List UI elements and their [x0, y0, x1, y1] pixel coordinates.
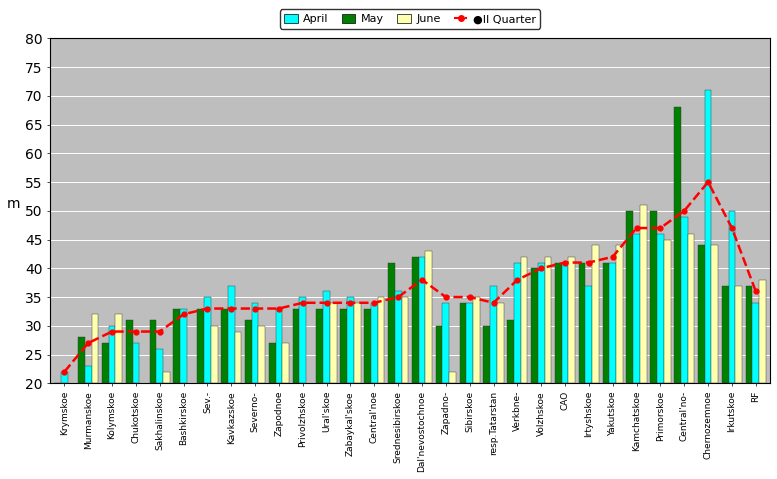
- Bar: [449, 372, 456, 383]
- Bar: [133, 343, 139, 383]
- Bar: [92, 314, 99, 383]
- Bar: [562, 262, 569, 383]
- Bar: [664, 240, 671, 383]
- Bar: [609, 262, 616, 383]
- Bar: [640, 205, 646, 383]
- Bar: [116, 314, 122, 383]
- Bar: [729, 211, 735, 383]
- Bar: [235, 331, 242, 383]
- Bar: [722, 285, 729, 383]
- Bar: [259, 326, 265, 383]
- Bar: [78, 337, 85, 383]
- Bar: [276, 308, 282, 383]
- Bar: [569, 257, 575, 383]
- Bar: [347, 297, 354, 383]
- Bar: [586, 285, 592, 383]
- Bar: [514, 262, 521, 383]
- Bar: [483, 326, 490, 383]
- Bar: [156, 349, 163, 383]
- Bar: [150, 320, 156, 383]
- Bar: [425, 251, 432, 383]
- Bar: [442, 303, 449, 383]
- Bar: [746, 285, 752, 383]
- Bar: [102, 343, 109, 383]
- Bar: [330, 303, 336, 383]
- Bar: [371, 303, 378, 383]
- Bar: [299, 297, 306, 383]
- Bar: [507, 320, 514, 383]
- Bar: [293, 308, 299, 383]
- Bar: [579, 262, 586, 383]
- Bar: [221, 308, 228, 383]
- Bar: [681, 217, 688, 383]
- Bar: [538, 262, 545, 383]
- Bar: [163, 372, 170, 383]
- Bar: [698, 245, 705, 383]
- Bar: [378, 297, 385, 383]
- Bar: [252, 303, 259, 383]
- Bar: [521, 257, 528, 383]
- Bar: [364, 308, 371, 383]
- Bar: [545, 257, 552, 383]
- Bar: [688, 234, 695, 383]
- Bar: [340, 308, 347, 383]
- Bar: [180, 308, 187, 383]
- Y-axis label: m: m: [7, 197, 20, 211]
- Bar: [473, 297, 479, 383]
- Bar: [705, 90, 712, 383]
- Bar: [61, 372, 68, 383]
- Bar: [712, 245, 718, 383]
- Bar: [436, 326, 442, 383]
- Bar: [466, 303, 473, 383]
- Bar: [752, 303, 759, 383]
- Bar: [269, 343, 276, 383]
- Bar: [85, 366, 92, 383]
- Bar: [173, 308, 180, 383]
- Bar: [395, 291, 402, 383]
- Bar: [735, 285, 742, 383]
- Bar: [674, 107, 681, 383]
- Bar: [402, 297, 408, 383]
- Bar: [657, 234, 664, 383]
- Bar: [603, 262, 609, 383]
- Bar: [531, 268, 538, 383]
- Bar: [245, 320, 252, 383]
- Bar: [228, 285, 235, 383]
- Bar: [211, 326, 218, 383]
- Bar: [633, 234, 640, 383]
- Bar: [109, 326, 116, 383]
- Bar: [316, 308, 323, 383]
- Legend: April, May, June, ●II Quarter: April, May, June, ●II Quarter: [280, 9, 540, 29]
- Bar: [759, 280, 766, 383]
- Bar: [459, 303, 466, 383]
- Bar: [197, 308, 204, 383]
- Bar: [626, 211, 633, 383]
- Bar: [497, 303, 503, 383]
- Bar: [323, 291, 330, 383]
- Bar: [354, 303, 361, 383]
- Bar: [650, 211, 657, 383]
- Bar: [419, 257, 425, 383]
- Bar: [616, 245, 623, 383]
- Bar: [555, 262, 562, 383]
- Bar: [126, 320, 133, 383]
- Bar: [204, 297, 211, 383]
- Bar: [412, 257, 419, 383]
- Bar: [388, 262, 395, 383]
- Bar: [490, 285, 497, 383]
- Bar: [592, 245, 599, 383]
- Bar: [282, 343, 289, 383]
